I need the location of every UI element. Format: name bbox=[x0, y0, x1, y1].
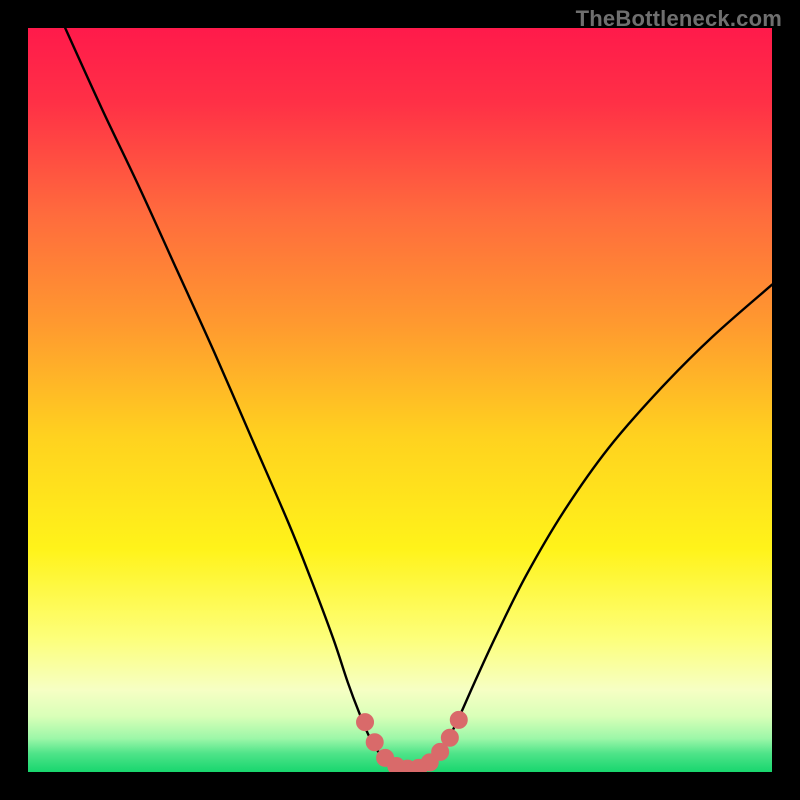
plot-area bbox=[28, 28, 772, 772]
chart-canvas: { "meta": { "source_watermark": "TheBott… bbox=[0, 0, 800, 800]
plot-svg bbox=[28, 28, 772, 772]
watermark-text: TheBottleneck.com bbox=[576, 6, 782, 32]
